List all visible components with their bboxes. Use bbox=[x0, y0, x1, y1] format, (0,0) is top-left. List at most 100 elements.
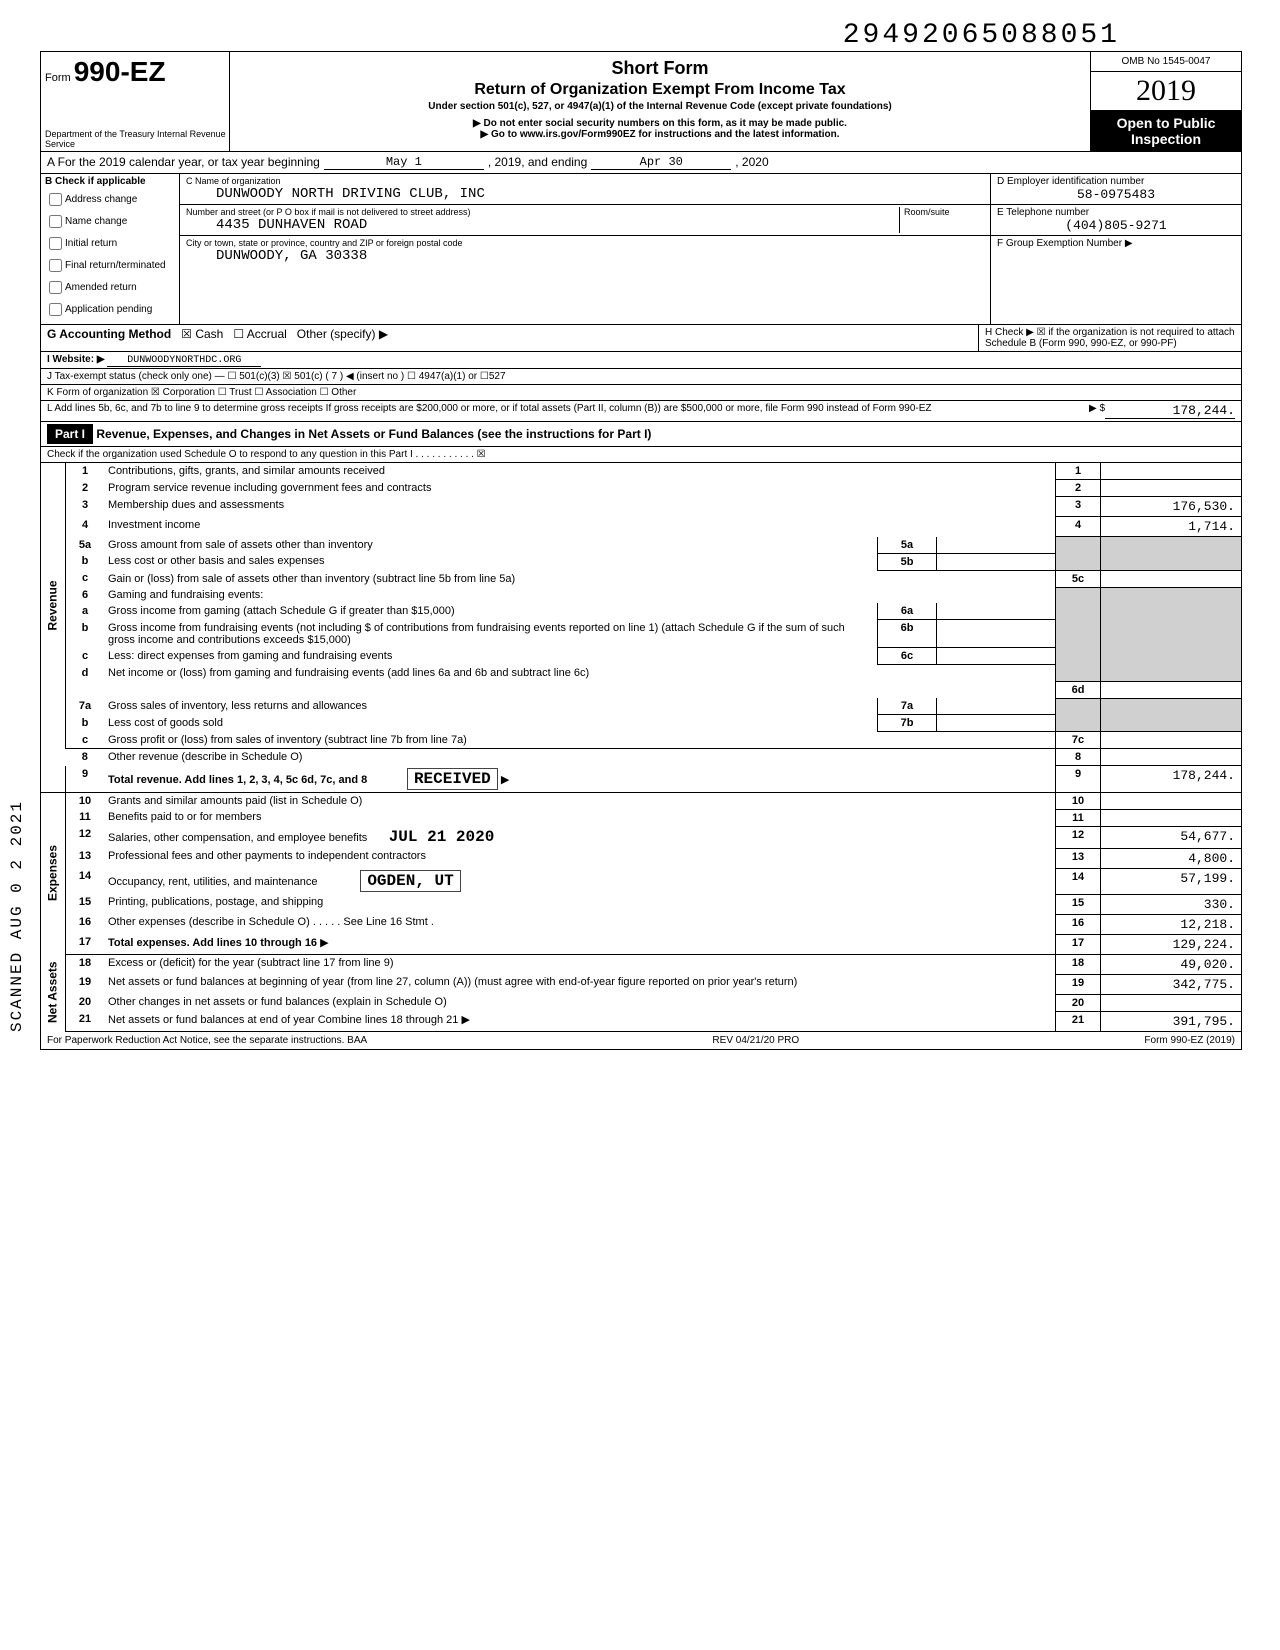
h-check: H Check ▶ ☒ if the organization is not r… bbox=[979, 325, 1241, 351]
line21-amt: 391,795. bbox=[1101, 1011, 1242, 1031]
col-b-header: B Check if applicable bbox=[45, 176, 175, 187]
room-label: Room/suite bbox=[904, 207, 984, 217]
received-stamp: RECEIVED bbox=[407, 768, 498, 790]
group-label: F Group Exemption Number ▶ bbox=[997, 238, 1235, 249]
begin-date: May 1 bbox=[324, 155, 484, 170]
part1-title: Revenue, Expenses, and Changes in Net As… bbox=[96, 427, 651, 441]
line18-desc: Excess or (deficit) for the year (subtra… bbox=[104, 954, 1056, 974]
lbl-name-change: Name change bbox=[65, 216, 127, 227]
l-value: 178,244. bbox=[1105, 403, 1235, 419]
line6c-desc: Less: direct expenses from gaming and fu… bbox=[104, 648, 878, 665]
cb-address-change[interactable] bbox=[49, 193, 62, 206]
g-cash: Cash bbox=[195, 327, 223, 341]
line4-amt: 1,714. bbox=[1101, 517, 1242, 537]
ogden-stamp: OGDEN, UT bbox=[360, 870, 460, 892]
date-stamp: JUL 21 2020 bbox=[389, 828, 495, 846]
line13-amt: 4,800. bbox=[1101, 848, 1242, 868]
cb-amended[interactable] bbox=[49, 281, 62, 294]
form-prefix: Form bbox=[45, 72, 71, 84]
line5a-desc: Gross amount from sale of assets other t… bbox=[104, 537, 878, 554]
org-name: DUNWOODY NORTH DRIVING CLUB, INC bbox=[186, 186, 984, 202]
document-locator-number: 29492065088051 bbox=[40, 20, 1240, 51]
line9-desc: Total revenue. Add lines 1, 2, 3, 4, 5c … bbox=[108, 774, 367, 786]
lbl-initial-return: Initial return bbox=[65, 238, 117, 249]
part1-badge: Part I bbox=[47, 424, 93, 444]
g-label: G Accounting Method bbox=[47, 327, 171, 341]
line1-amt bbox=[1101, 463, 1242, 480]
cb-app-pending[interactable] bbox=[49, 303, 62, 316]
line6a-desc: Gross income from gaming (attach Schedul… bbox=[104, 603, 878, 620]
l-text: L Add lines 5b, 6c, and 7b to line 9 to … bbox=[47, 403, 1065, 419]
scanned-stamp: SCANNED AUG 0 2 2021 bbox=[8, 800, 26, 1032]
l-arrow: ▶ $ bbox=[1065, 403, 1105, 419]
part1-check: Check if the organization used Schedule … bbox=[41, 447, 1241, 463]
lbl-address-change: Address change bbox=[65, 194, 137, 205]
city-label: City or town, state or province, country… bbox=[186, 238, 984, 248]
lbl-amended: Amended return bbox=[65, 282, 137, 293]
cb-final-return[interactable] bbox=[49, 259, 62, 272]
line5c-desc: Gain or (loss) from sale of assets other… bbox=[104, 570, 1056, 587]
org-name-label: C Name of organization bbox=[186, 176, 984, 186]
tel: (404)805-9271 bbox=[997, 218, 1235, 233]
g-other: Other (specify) ▶ bbox=[297, 327, 388, 341]
netassets-side-label: Net Assets bbox=[41, 954, 66, 1031]
line4-desc: Investment income bbox=[104, 517, 1056, 537]
lbl-app-pending: Application pending bbox=[65, 304, 152, 315]
line19-amt: 342,775. bbox=[1101, 974, 1242, 994]
line18-amt: 49,020. bbox=[1101, 954, 1242, 974]
ein-label: D Employer identification number bbox=[997, 176, 1235, 187]
cb-initial-return[interactable] bbox=[49, 237, 62, 250]
line2-amt bbox=[1101, 480, 1242, 497]
line8-desc: Other revenue (describe in Schedule O) bbox=[104, 749, 1056, 766]
line7b-desc: Less cost of goods sold bbox=[104, 715, 878, 732]
line14-desc: Occupancy, rent, utilities, and maintena… bbox=[108, 876, 318, 888]
tel-label: E Telephone number bbox=[997, 207, 1235, 218]
revenue-side-label: Revenue bbox=[41, 463, 66, 749]
expenses-side-label: Expenses bbox=[41, 792, 66, 954]
line20-desc: Other changes in net assets or fund bala… bbox=[104, 994, 1056, 1011]
tax-year: 2019 bbox=[1091, 72, 1241, 111]
footer-right: Form 990-EZ (2019) bbox=[1144, 1035, 1235, 1046]
line19-desc: Net assets or fund balances at beginning… bbox=[104, 974, 1056, 994]
dept-treasury: Department of the Treasury Internal Reve… bbox=[45, 129, 229, 149]
subtitle-2: ▶ Do not enter social security numbers o… bbox=[234, 118, 1086, 129]
city: DUNWOODY, GA 30338 bbox=[186, 248, 984, 264]
form-990ez: Form 990-EZ Department of the Treasury I… bbox=[40, 51, 1242, 1050]
line15-amt: 330. bbox=[1101, 894, 1242, 914]
line1-desc: Contributions, gifts, grants, and simila… bbox=[104, 463, 1056, 480]
form-number: 990-EZ bbox=[74, 56, 166, 87]
k-form: K Form of organization ☒ Corporation ☐ T… bbox=[41, 385, 1241, 401]
website: DUNWOODYNORTHDC.ORG bbox=[107, 355, 261, 367]
line3-desc: Membership dues and assessments bbox=[104, 497, 1056, 517]
ein: 58-0975483 bbox=[997, 187, 1235, 202]
line2-desc: Program service revenue including govern… bbox=[104, 480, 1056, 497]
line21-desc: Net assets or fund balances at end of ye… bbox=[108, 1014, 458, 1026]
line15-desc: Printing, publications, postage, and shi… bbox=[104, 894, 1056, 914]
main-title: Return of Organization Exempt From Incom… bbox=[236, 81, 1084, 99]
line12-amt: 54,677. bbox=[1101, 826, 1242, 848]
footer-mid: REV 04/21/20 PRO bbox=[712, 1035, 799, 1046]
line10-desc: Grants and similar amounts paid (list in… bbox=[104, 792, 1056, 809]
row-a-mid: , 2019, and ending bbox=[488, 155, 587, 170]
cb-name-change[interactable] bbox=[49, 215, 62, 228]
row-a-prefix: A For the 2019 calendar year, or tax yea… bbox=[47, 155, 320, 170]
subtitle-1: Under section 501(c), 527, or 4947(a)(1)… bbox=[234, 101, 1086, 112]
line14-amt: 57,199. bbox=[1101, 868, 1242, 894]
end-date: Apr 30 bbox=[591, 155, 731, 170]
line13-desc: Professional fees and other payments to … bbox=[104, 848, 1056, 868]
line16-amt: 12,218. bbox=[1101, 914, 1242, 934]
line12-desc: Salaries, other compensation, and employ… bbox=[108, 832, 367, 844]
i-label: I Website: ▶ bbox=[47, 354, 105, 365]
line7a-desc: Gross sales of inventory, less returns a… bbox=[104, 698, 878, 715]
open-public-badge: Open to Public Inspection bbox=[1091, 111, 1241, 151]
line5b-desc: Less cost or other basis and sales expen… bbox=[104, 553, 878, 570]
line9-amt: 178,244. bbox=[1101, 766, 1242, 793]
short-form-title: Short Form bbox=[236, 58, 1084, 79]
line16-desc: Other expenses (describe in Schedule O) … bbox=[104, 914, 1056, 934]
g-accrual: Accrual bbox=[247, 327, 287, 341]
j-status: J Tax-exempt status (check only one) — ☐… bbox=[41, 369, 1241, 385]
line3-amt: 176,530. bbox=[1101, 497, 1242, 517]
line6-desc: Gaming and fundraising events: bbox=[104, 587, 1056, 603]
addr: 4435 DUNHAVEN ROAD bbox=[186, 217, 899, 233]
footer-left: For Paperwork Reduction Act Notice, see … bbox=[47, 1035, 367, 1046]
